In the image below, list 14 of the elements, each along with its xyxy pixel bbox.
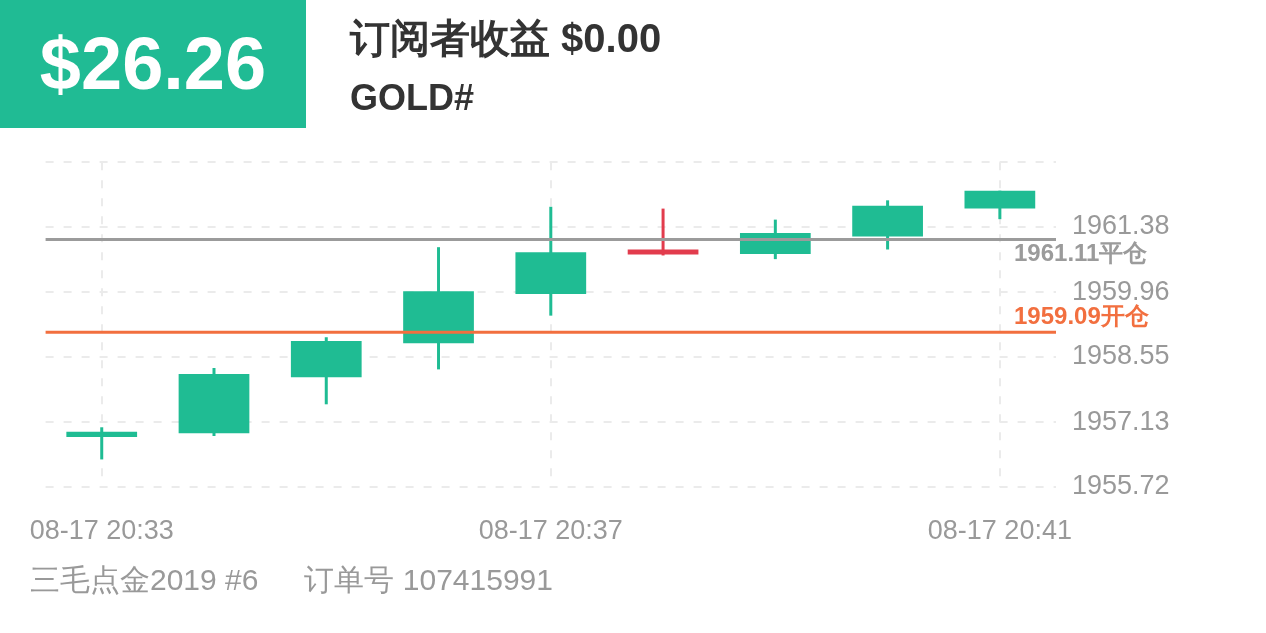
y-tick-label: 1955.72 <box>1072 470 1170 501</box>
chart-subtitle: GOLD# <box>350 76 475 120</box>
x-tick-label: 08-17 20:33 <box>29 514 174 545</box>
text: 三毛点金2019 #6 <box>30 562 259 598</box>
ref-line-label: 1959.09开仓 <box>1014 301 1150 329</box>
candlestick <box>66 427 138 460</box>
x-tick-label: 08-17 20:37 <box>478 514 623 545</box>
y-tick-label: 1961.38 <box>1072 210 1170 241</box>
y-tick-label: 1957.13 <box>1072 405 1170 436</box>
x-tick-label: 08-17 20:41 <box>927 514 1072 545</box>
text: 订单号 107415991 <box>304 562 553 598</box>
ref-line-label: 1961.11平仓 <box>1014 239 1149 267</box>
chart-title: 订阅者收益 $0.00 <box>350 15 662 62</box>
y-tick-label: 1958.55 <box>1072 340 1170 371</box>
